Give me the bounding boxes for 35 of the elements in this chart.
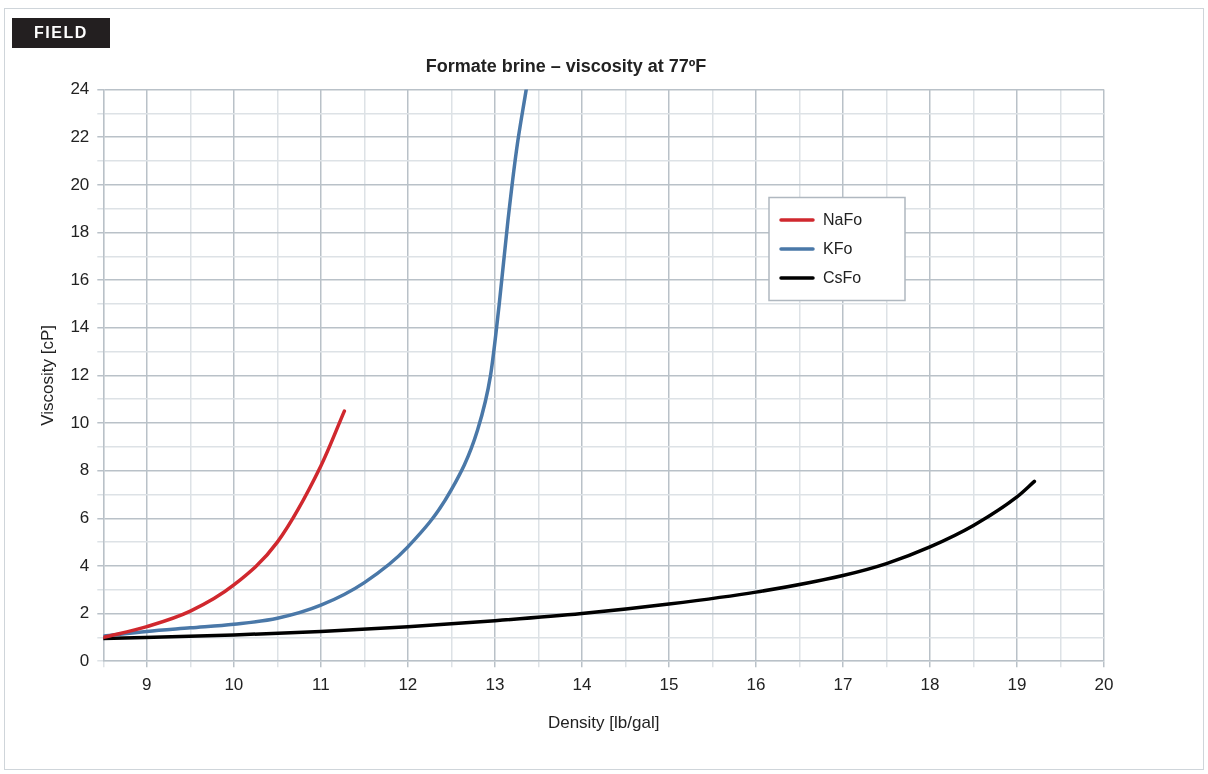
y-axis-title: Viscosity [cP] [37,325,57,426]
y-tick-label: 18 [70,222,90,242]
x-tick-label: 14 [572,675,592,695]
y-tick-label: 24 [70,79,90,99]
y-tick-label: 16 [70,269,90,289]
x-tick-label: 12 [398,675,418,695]
line-series [103,409,347,640]
y-tick-label: 10 [70,412,90,432]
y-tick-label: 12 [70,365,90,385]
x-tick-label: 13 [485,675,505,695]
x-tick-label: 9 [142,675,152,695]
y-tick-label: 4 [79,555,90,575]
y-tick-label: 14 [70,317,90,337]
y-tick-label: 20 [70,174,90,194]
line-series [103,89,528,638]
x-tick-label: 16 [746,675,766,695]
y-tick-label: 8 [79,460,90,480]
line-series [103,479,1037,641]
legend-label: CsFo [823,268,862,286]
x-tick-label: 18 [920,675,940,695]
x-axis-title: Density [lb/gal] [547,713,660,733]
x-tick-label: 11 [312,675,330,695]
x-tick-label: 10 [224,675,244,695]
text: FIELD [12,18,110,48]
x-tick-label: 20 [1094,675,1114,695]
x-tick-label: 15 [659,675,679,695]
y-tick-label: 0 [79,650,90,670]
y-tick-label: 2 [79,603,90,623]
x-tick-label: 17 [833,675,853,695]
legend-label: NaFo [823,210,863,228]
y-tick-label: 6 [79,507,90,527]
x-tick-label: 19 [1007,675,1027,695]
y-tick-label: 22 [70,126,90,146]
legend-label: KFo [823,239,853,257]
chart-title: Formate brine – viscosity at 77ºF [425,55,707,76]
